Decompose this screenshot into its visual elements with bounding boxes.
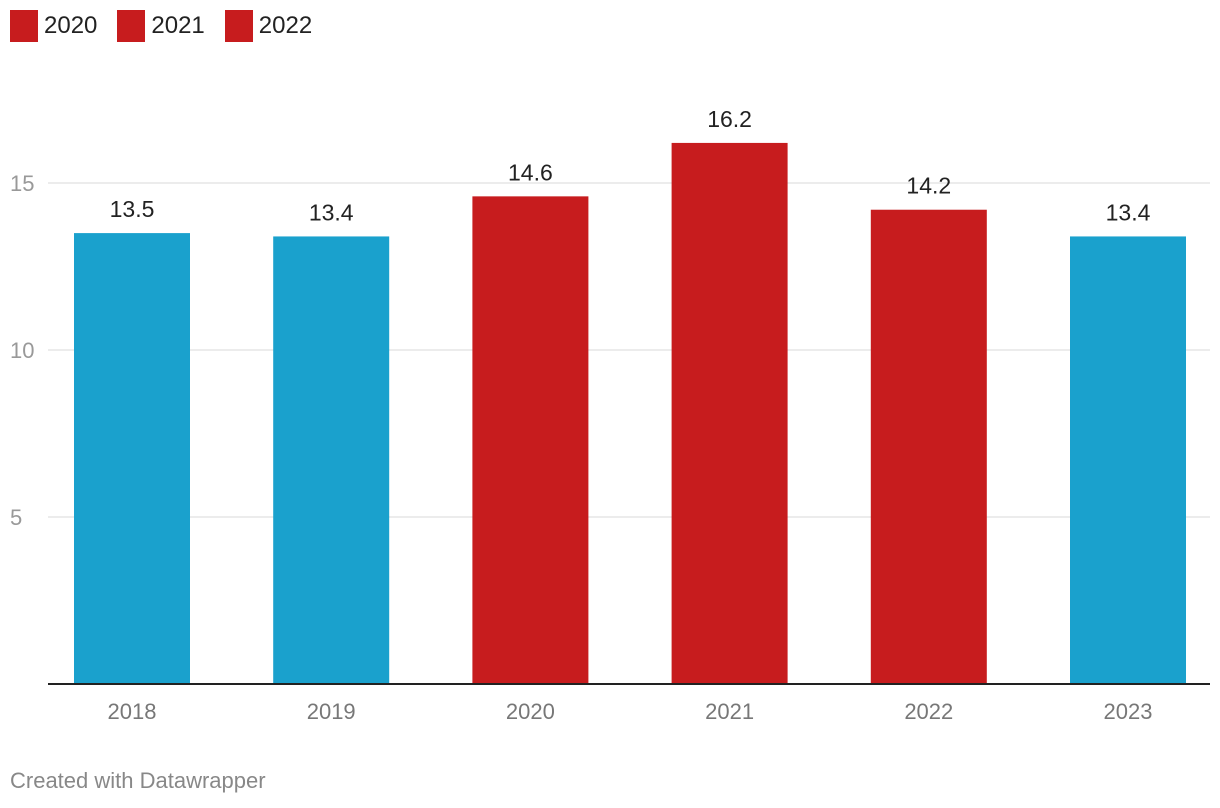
value-label-2018: 13.5 [110, 196, 155, 222]
legend-swatch-2022 [224, 10, 253, 42]
x-tick-label-2018: 2018 [108, 699, 157, 724]
legend-label-2022: 2022 [258, 12, 313, 39]
x-tick-label-2021: 2021 [705, 699, 754, 724]
legend-item-2021: 2021 [117, 10, 205, 42]
value-label-2020: 14.6 [508, 159, 553, 185]
x-tick-label-2019: 2019 [307, 699, 356, 724]
x-tick-label-2023: 2023 [1104, 699, 1153, 724]
x-tick-label-2022: 2022 [904, 699, 953, 724]
chart-legend: 2020 2021 2022 [10, 10, 312, 42]
legend-item-2022: 2022 [224, 10, 313, 42]
bar-2018 [74, 233, 190, 684]
value-label-2022: 14.2 [906, 173, 951, 199]
footer-credit: Created with Datawrapper [10, 768, 266, 793]
legend-label-2020: 2020 [44, 12, 98, 39]
y-tick-label-10: 10 [10, 338, 34, 363]
y-tick-label-5: 5 [10, 505, 22, 530]
bar-2019 [273, 236, 390, 684]
legend-swatch-2021 [117, 10, 146, 42]
bar-2020 [472, 196, 589, 685]
legend-item-2020: 2020 [10, 10, 97, 42]
bar-2022 [870, 209, 987, 684]
legend-swatch-2020 [10, 10, 38, 42]
bar-2021 [671, 142, 788, 685]
y-tick-label-15: 15 [10, 171, 34, 196]
value-label-2019: 13.4 [309, 199, 354, 225]
value-label-2021: 16.2 [707, 106, 752, 132]
value-label-2023: 13.4 [1106, 199, 1151, 225]
legend-label-2021: 2021 [151, 12, 205, 39]
bar-2023 [1070, 236, 1186, 684]
bar-chart: 5 10 15 13.5 2018 13.4 2019 14.6 2020 16.2 2021 14.… [10, 106, 1210, 724]
x-tick-label-2020: 2020 [506, 699, 555, 724]
